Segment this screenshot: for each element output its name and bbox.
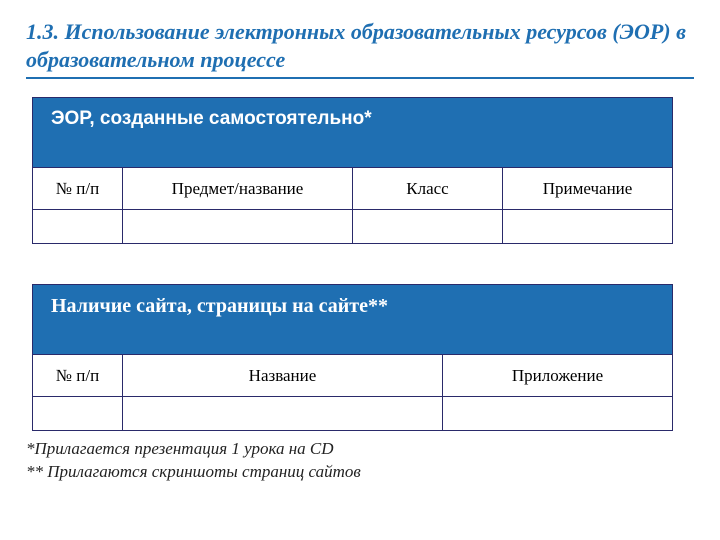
- table-row: [33, 210, 673, 244]
- table-site-banner-cell: Наличие сайта, страницы на сайте**: [33, 285, 673, 355]
- column-header: Название: [123, 355, 443, 397]
- footnote-1: *Прилагается презентация 1 урока на CD: [26, 438, 361, 461]
- footnote-2: ** Прилагаются скриншоты страниц сайтов: [26, 461, 361, 484]
- slide: 1.3. Использование электронных образоват…: [0, 0, 720, 540]
- column-header: Примечание: [503, 168, 673, 210]
- table-cell: [123, 210, 353, 244]
- column-header: Предмет/название: [123, 168, 353, 210]
- section-heading: 1.3. Использование электронных образоват…: [26, 18, 694, 79]
- table-site-banner: Наличие сайта, страницы на сайте**: [33, 285, 672, 318]
- column-header: Класс: [353, 168, 503, 210]
- table-eor-head-row: № п/пПредмет/названиеКлассПримечание: [33, 168, 673, 210]
- table-eor-banner-cell: ЭОР, созданные самостоятельно*: [33, 98, 673, 168]
- table-cell: [33, 210, 123, 244]
- table-eor-banner: ЭОР, созданные самостоятельно*: [33, 98, 672, 130]
- footnotes: *Прилагается презентация 1 урока на CD *…: [26, 438, 361, 484]
- table-site: Наличие сайта, страницы на сайте** № п/п…: [32, 284, 673, 431]
- table-site-banner-row: Наличие сайта, страницы на сайте**: [33, 285, 673, 355]
- table-cell: [33, 397, 123, 431]
- table-cell: [353, 210, 503, 244]
- table-eor-banner-row: ЭОР, созданные самостоятельно*: [33, 98, 673, 168]
- column-header: № п/п: [33, 168, 123, 210]
- table-cell: [503, 210, 673, 244]
- table-row: [33, 397, 673, 431]
- column-header: № п/п: [33, 355, 123, 397]
- table-site-head-row: № п/пНазваниеПриложение: [33, 355, 673, 397]
- table-cell: [123, 397, 443, 431]
- table-cell: [443, 397, 673, 431]
- table-eor: ЭОР, созданные самостоятельно* № п/пПред…: [32, 97, 673, 244]
- column-header: Приложение: [443, 355, 673, 397]
